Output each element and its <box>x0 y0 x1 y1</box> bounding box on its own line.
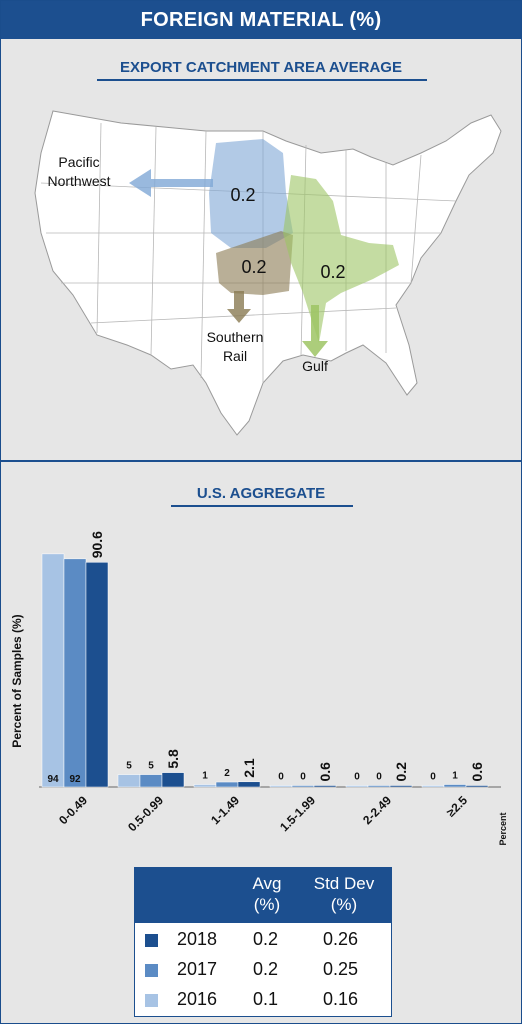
bar-label-2016-2: 1 <box>202 771 208 782</box>
swatch-2018 <box>145 934 158 947</box>
bar-label-2018-4: 0.2 <box>393 762 409 782</box>
bar-2018-4 <box>389 785 413 788</box>
gulf-value: 0.2 <box>320 262 345 282</box>
pacific-northwest-label-1: Pacific <box>58 154 99 170</box>
std-dev-unit: (%) <box>330 895 358 914</box>
year-2017: 2017 <box>177 959 218 979</box>
pacific-northwest-value: 0.2 <box>230 185 255 205</box>
avg-unit: (%) <box>253 895 281 914</box>
bar-2018-5 <box>465 785 489 788</box>
bar-label-2017-1: 5 <box>148 761 154 772</box>
southern-rail-label-1: Southern <box>207 329 264 345</box>
avg-2017: 0.2 <box>253 959 279 979</box>
us-map: 0.2 0.2 0.2 Pacific Northwest Southern R… <box>34 110 502 436</box>
map-subtitle: EXPORT CATCHMENT AREA AVERAGE <box>120 59 402 76</box>
section-divider <box>1 460 521 462</box>
bar-label-2018-1: 5.8 <box>165 749 181 769</box>
bar-2017-5 <box>443 784 467 788</box>
sd-2017: 0.25 <box>323 959 359 979</box>
sd-2018: 0.26 <box>323 929 359 949</box>
x-tick-label-5: ≥2.5 <box>444 793 471 820</box>
year-2016: 2016 <box>177 989 218 1009</box>
gulf-region <box>283 175 399 343</box>
southern-rail-region <box>216 231 293 295</box>
x-tick-label-1: 0.5-0.99 <box>125 793 166 834</box>
avg-2016: 0.1 <box>253 989 279 1009</box>
stats-row-2017: 2017 0.2 0.25 <box>135 955 391 985</box>
bar-label-2016-4: 0 <box>354 772 360 783</box>
bar-2016-0 <box>41 553 65 788</box>
bar-2017-4 <box>367 785 391 788</box>
bar-label-2016-1: 5 <box>126 761 132 772</box>
bar-2017-0 <box>63 558 87 788</box>
pacific-northwest-arrow <box>129 169 213 197</box>
stats-table: Avg (%) Std Dev (%) 2018 0.2 0.26 2017 0… <box>134 867 392 1017</box>
southern-rail-label-2: Rail <box>223 348 247 364</box>
bar-2018-2 <box>237 781 261 788</box>
bar-2017-1 <box>139 774 163 788</box>
bar-label-2018-2: 2.1 <box>241 758 257 778</box>
x-tick-label-3: 1.5-1.99 <box>277 793 318 834</box>
bar-label-2017-3: 0 <box>300 772 306 783</box>
bar-2016-3 <box>269 785 293 788</box>
swatch-2017 <box>145 964 158 977</box>
sd-2016: 0.16 <box>323 989 359 1009</box>
x-tick-label-0: 0-0.49 <box>56 793 90 827</box>
bar-2017-3 <box>291 785 315 788</box>
bar-2016-2 <box>193 784 217 788</box>
bar-label-2016-3: 0 <box>278 772 284 783</box>
pacific-northwest-label-2: Northwest <box>47 173 110 189</box>
southern-rail-value: 0.2 <box>241 257 266 277</box>
stats-table-header: Avg (%) Std Dev (%) <box>135 868 391 923</box>
x-tick-label-2: 1-1.49 <box>208 793 242 827</box>
bar-2018-1 <box>161 772 185 788</box>
bar-label-2018-3: 0.6 <box>317 762 333 782</box>
bar-chart: Percent of Samples (%) Percent 94 92 90.6 0… <box>10 531 508 846</box>
gulf-arrow <box>302 305 328 357</box>
avg-header: Avg <box>252 874 282 893</box>
bar-label-2017-2: 2 <box>224 768 230 779</box>
chart-subtitle-underline <box>171 505 353 507</box>
swatch-2016 <box>145 994 158 1007</box>
bar-2016-5 <box>421 785 445 788</box>
bar-label-2018-5: 0.6 <box>469 762 485 782</box>
bar-2018-0 <box>85 562 109 788</box>
bar-label-2018-0: 90.6 <box>89 531 105 558</box>
y-axis-label: Percent of Samples (%) <box>10 614 24 747</box>
x-tick-label-4: 2-2.49 <box>360 793 394 827</box>
x-axis-label: Percent <box>498 812 508 845</box>
bar-label-2016-5: 0 <box>430 772 436 783</box>
bar-2018-3 <box>313 785 337 788</box>
stats-row-2016: 2016 0.1 0.16 <box>135 985 391 1015</box>
bar-label-2017-5: 1 <box>452 771 458 782</box>
page-title: FOREIGN MATERIAL (%) <box>1 1 521 39</box>
bar-label-2016-0: 94 <box>47 774 59 785</box>
gulf-label: Gulf <box>302 358 328 374</box>
southern-rail-arrow <box>227 291 251 323</box>
bar-label-2017-0: 92 <box>69 774 81 785</box>
stats-row-2018: 2018 0.2 0.26 <box>135 925 391 955</box>
bar-2017-2 <box>215 781 239 788</box>
bar-label-2017-4: 0 <box>376 772 382 783</box>
std-dev-header: Std Dev <box>313 874 375 893</box>
year-2018: 2018 <box>177 929 218 949</box>
chart-subtitle: U.S. AGGREGATE <box>196 485 326 502</box>
bar-2016-1 <box>117 774 141 788</box>
bar-2016-4 <box>345 785 369 788</box>
avg-2018: 0.2 <box>253 929 279 949</box>
pacific-northwest-region <box>209 139 293 248</box>
map-subtitle-underline <box>97 79 427 81</box>
